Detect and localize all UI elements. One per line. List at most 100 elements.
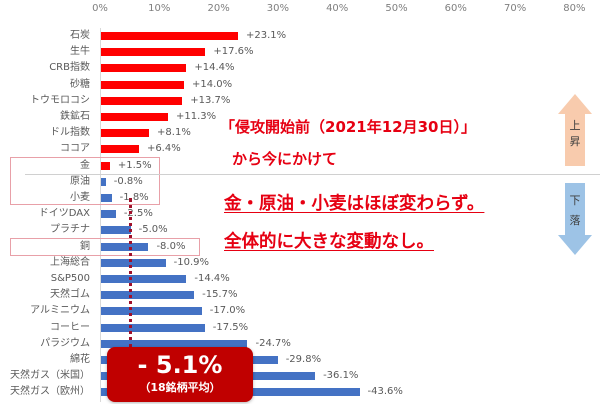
annotation-date-range: 「侵攻開始前（2021年12月30日）」 — [220, 118, 476, 136]
separator-line — [25, 174, 600, 175]
category-label: コーヒー — [50, 321, 90, 333]
bar-row: 綿花 -29.8% — [0, 352, 600, 368]
category-label: 砂糖 — [70, 78, 90, 90]
x-tick-label: 80% — [563, 3, 586, 14]
category-label: 上海総合 — [50, 256, 90, 268]
bar — [101, 80, 185, 89]
bar — [101, 339, 248, 348]
value-label: -24.7% — [255, 337, 291, 349]
category-label: 石炭 — [70, 30, 90, 41]
x-tick-label: 50% — [385, 3, 408, 14]
bar — [101, 145, 139, 154]
category-label: 銅 — [80, 240, 90, 252]
category-label: アルミニウム — [30, 305, 90, 317]
value-label: +14.0% — [192, 78, 233, 90]
value-label: -2.5% — [123, 208, 153, 220]
x-tick-label: 10% — [148, 3, 171, 14]
bar-row: 上海総合 -10.9% — [0, 255, 600, 271]
bar-row: 生牛 +17.6% — [0, 44, 600, 60]
value-label: -17.5% — [212, 321, 249, 333]
value-label: -0.8% — [113, 175, 143, 187]
bar — [101, 258, 166, 267]
x-tick-label: 70% — [503, 3, 527, 14]
value-label: +6.4% — [146, 143, 181, 155]
value-label: +13.7% — [190, 94, 231, 106]
value-label: +17.6% — [213, 46, 254, 58]
bar-row: 鉄鉱石 +11.3% — [0, 109, 600, 125]
x-tick-label: 40% — [326, 3, 349, 14]
value-label: -17.0% — [209, 305, 246, 317]
value-label: +1.5% — [117, 159, 152, 171]
category-label: S&P500 — [50, 273, 90, 284]
bar — [101, 64, 187, 73]
value-label: -43.6% — [367, 386, 403, 398]
average-sublabel: （18銘柄平均） — [139, 381, 221, 394]
value-label: -8.0% — [156, 240, 186, 252]
bar-row: トウモロコシ +13.7% — [0, 93, 600, 109]
average-value: - 5.1% — [137, 351, 223, 379]
highlight-box-copper — [10, 238, 200, 256]
bar-row: 金 +1.5% — [0, 158, 600, 174]
category-label: パラジウム — [40, 337, 90, 349]
annotation-gold-oil-wheat: 金・原油・小麦はほぼ変わらず。 — [224, 194, 485, 214]
value-label: -29.8% — [285, 354, 322, 365]
bar — [101, 307, 202, 316]
bar-row: ドル指数 +8.1% — [0, 125, 600, 141]
category-label: ドル指数 — [50, 127, 90, 139]
value-label: -1.8% — [119, 192, 149, 203]
value-label: -14.4% — [194, 273, 230, 284]
bar — [101, 177, 106, 186]
category-label: 金 — [80, 159, 90, 171]
category-label: 原油 — [70, 175, 90, 187]
category-label: 綿花 — [70, 354, 90, 365]
bar-row: 天然ガス（欧州） -43.6% — [0, 384, 600, 400]
category-label: 天然ガス（米国） — [10, 370, 90, 382]
x-tick-label: 30% — [266, 3, 290, 14]
x-tick-label: 0% — [92, 3, 108, 14]
bar-row: 天然ゴム -15.7% — [0, 287, 600, 303]
bar-row: ドイツDAX -2.5% — [0, 206, 600, 222]
bar — [101, 113, 168, 121]
down-arrow-icon: 下 落 — [555, 183, 595, 259]
category-label: トウモロコシ — [30, 94, 90, 106]
value-label: -36.1% — [323, 370, 359, 382]
category-label: ドイツDAX — [38, 208, 90, 220]
average-dotted-line — [129, 198, 132, 348]
bar-row: アルミニウム -17.0% — [0, 303, 600, 319]
y-axis-baseline — [100, 28, 101, 402]
value-label: +8.1% — [157, 127, 191, 139]
x-tick-label: 60% — [444, 3, 467, 14]
category-label: 小麦 — [70, 192, 90, 203]
down-label-1: 下 — [569, 194, 581, 207]
bar — [101, 323, 205, 332]
bar-row: 原油 -0.8% — [0, 174, 600, 190]
category-label: 鉄鉱石 — [60, 111, 90, 122]
x-tick-label: 20% — [207, 3, 230, 14]
value-label: -5.0% — [138, 224, 168, 236]
bar-row: ココア +6.4% — [0, 141, 600, 157]
bar — [101, 32, 238, 40]
up-label-2: 昇 — [569, 135, 581, 148]
value-label: +14.4% — [194, 62, 235, 74]
bar-row: プラチナ -5.0% — [0, 222, 600, 238]
category-label: ココア — [60, 143, 90, 155]
bar-row: 砂糖 +14.0% — [0, 77, 600, 93]
bar — [101, 275, 187, 283]
value-label: -10.9% — [173, 256, 210, 268]
category-label: 天然ゴム — [50, 289, 90, 301]
bar-row: CRB指数 +14.4% — [0, 60, 600, 76]
category-label: 生牛 — [70, 46, 90, 58]
bar-row: S&P500 -14.4% — [0, 271, 600, 287]
up-arrow-icon: 上 昇 — [555, 90, 595, 166]
highlight-box-gold-oil-wheat — [10, 157, 160, 205]
bar-row: パラジウム -24.7% — [0, 336, 600, 352]
annotation-from-now: から今にかけて — [232, 150, 338, 168]
bar — [101, 96, 183, 105]
bar-row: 小麦 -1.8% — [0, 190, 600, 206]
bar — [101, 161, 110, 170]
bar — [101, 226, 131, 235]
average-callout: - 5.1% （18銘柄平均） — [107, 347, 253, 402]
annotation-no-big-change: 全体的に大きな変動なし。 — [224, 232, 434, 252]
value-label: +23.1% — [245, 30, 287, 41]
bar — [101, 48, 206, 57]
